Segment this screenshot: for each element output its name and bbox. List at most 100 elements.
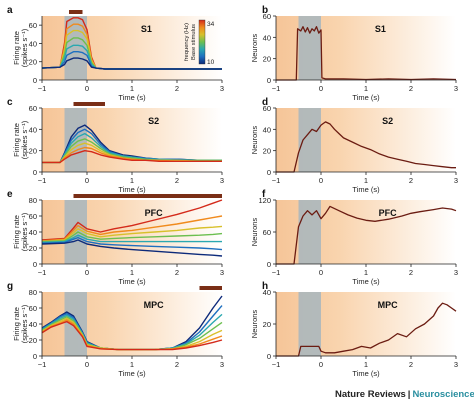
x-tick-label: 2 (409, 176, 413, 185)
x-tick-label: 2 (175, 268, 179, 277)
x-tick-label: 2 (175, 360, 179, 369)
y-tick-label: 40 (263, 33, 271, 42)
stimulus-band (298, 108, 321, 172)
y-axis-label-line: Firing rate (12, 31, 21, 65)
x-axis-label: Time (s) (352, 185, 380, 194)
publisher-name: Nature Reviews (335, 389, 406, 400)
panel-title: S1 (141, 24, 152, 34)
x-tick-label: −1 (38, 360, 47, 369)
y-tick-label: 80 (29, 288, 37, 297)
panel-title: S2 (148, 116, 159, 126)
x-tick-label: 3 (220, 360, 224, 369)
x-tick-label: 1 (364, 176, 368, 185)
colorbar-label: Base stimulus (191, 24, 197, 60)
journal-name: Neuroscience (412, 389, 474, 400)
y-tick-label: 20 (29, 244, 37, 253)
panel-title: S1 (375, 24, 386, 34)
y-axis-label: Neurons (250, 126, 259, 155)
y-axis-label: Neurons (250, 218, 259, 247)
series-line-6 (42, 150, 222, 164)
x-tick-label: −1 (272, 84, 281, 93)
x-tick-label: 3 (454, 176, 458, 185)
y-tick-label: 120 (258, 196, 271, 205)
panel-letter: h (262, 281, 268, 292)
series-line-0 (276, 26, 457, 81)
stimulus-band (64, 200, 87, 264)
stimulus-band (298, 200, 321, 264)
y-axis-label: Firing rate(spikes s⁻¹) (12, 304, 29, 343)
y-tick-label: 0 (33, 76, 37, 85)
x-tick-label: −1 (272, 360, 281, 369)
x-tick-label: 3 (454, 360, 458, 369)
panel-letter: b (262, 5, 268, 16)
series-line-4 (41, 234, 222, 244)
x-axis-label: Time (s) (352, 369, 380, 378)
y-tick-label: 60 (263, 104, 271, 113)
x-tick-label: −1 (272, 176, 281, 185)
journal-credit: Nature Reviews | Neuroscience (335, 389, 474, 400)
x-tick-label: 3 (220, 176, 224, 185)
x-tick-label: 1 (130, 84, 134, 93)
x-tick-label: 0 (85, 268, 89, 277)
y-tick-label: 60 (263, 12, 271, 21)
panel-letter: f (262, 189, 266, 200)
x-tick-label: 1 (130, 268, 134, 277)
y-tick-label: 40 (29, 320, 37, 329)
series-line-0 (276, 121, 456, 173)
y-axis-label: Neurons (250, 310, 259, 339)
x-tick-label: 0 (85, 360, 89, 369)
x-tick-label: 1 (364, 268, 368, 277)
panel-letter: e (7, 189, 13, 200)
x-tick-label: 3 (454, 84, 458, 93)
x-tick-label: 3 (454, 268, 458, 277)
y-tick-label: 0 (33, 260, 37, 269)
x-tick-label: 2 (409, 84, 413, 93)
y-tick-label: 60 (263, 228, 271, 237)
series-line-0 (41, 199, 223, 241)
colorbar-max-label: 34 (207, 21, 215, 28)
panel-title: MPC (144, 300, 165, 310)
panel-letter: g (7, 281, 13, 292)
panel-title: PFC (145, 208, 164, 218)
series-line-0 (276, 302, 457, 357)
credit-separator: | (407, 389, 411, 400)
y-tick-label: 0 (267, 168, 271, 177)
series-line-0 (276, 205, 457, 265)
series-line-6 (41, 320, 223, 351)
y-axis-label-line: Firing rate (12, 123, 21, 157)
x-tick-label: 1 (364, 84, 368, 93)
x-tick-label: −1 (272, 268, 281, 277)
stimulus-band (298, 292, 321, 356)
panel-title: MPC (378, 300, 399, 310)
x-tick-label: 2 (409, 268, 413, 277)
x-tick-label: −1 (38, 268, 47, 277)
y-axis-label-line: Firing rate (12, 215, 21, 249)
y-tick-label: 20 (263, 147, 271, 156)
x-axis-label: Time (s) (352, 93, 380, 102)
x-tick-label: 1 (130, 360, 134, 369)
y-axis-label: Firing rate(spikes s⁻¹) (12, 120, 29, 159)
x-axis-label: Time (s) (352, 277, 380, 286)
panel-title: PFC (379, 208, 398, 218)
period-bar (73, 194, 222, 198)
y-axis-label: Firing rate(spikes s⁻¹) (12, 212, 29, 251)
x-tick-label: 2 (175, 84, 179, 93)
y-axis-label-line: Firing rate (12, 307, 21, 341)
y-tick-label: 80 (29, 196, 37, 205)
series-line-2 (41, 225, 223, 243)
y-tick-label: 60 (29, 21, 37, 30)
x-tick-label: 2 (175, 176, 179, 185)
period-bar (73, 102, 105, 106)
y-tick-label: 40 (263, 288, 271, 297)
y-tick-label: 0 (33, 168, 37, 177)
y-tick-label: 60 (29, 304, 37, 313)
stimulus-band (298, 16, 321, 80)
y-tick-label: 0 (267, 76, 271, 85)
